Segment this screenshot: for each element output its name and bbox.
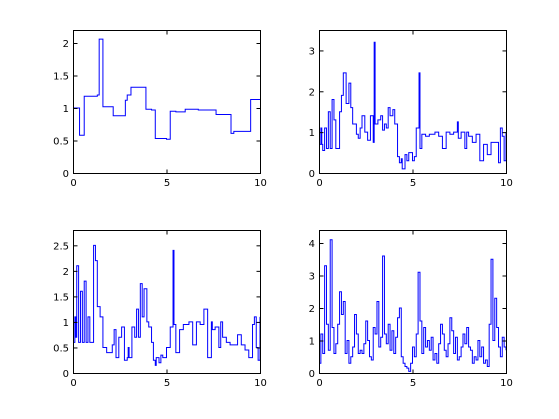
y-tick-label: 1.5 [53, 72, 69, 83]
series-line [73, 38, 260, 140]
x-tick-label: 10 [254, 178, 267, 189]
y-tick-label: 2 [63, 267, 69, 278]
y-tick-label: 1 [63, 104, 69, 115]
x-tick-label: 0 [70, 178, 76, 189]
y-tick-label: 2 [309, 87, 315, 98]
y-tick-label: 3 [309, 272, 315, 283]
series-line [73, 244, 260, 366]
y-tick-label: 3 [309, 46, 315, 57]
x-tick-label: 0 [316, 178, 322, 189]
y-tick-label: 0 [63, 169, 69, 180]
axes-box [73, 30, 261, 174]
y-tick-label: 2 [309, 304, 315, 315]
x-tick-label: 10 [500, 378, 513, 389]
y-tick-label: 1.5 [53, 292, 69, 303]
y-tick-label: 1 [63, 318, 69, 329]
subplot-4: 0 5 10 0 1 2 3 4 [309, 230, 513, 389]
y-tick-label: 1 [309, 337, 315, 348]
x-tick-label: 5 [164, 178, 170, 189]
x-tick-label: 5 [410, 178, 416, 189]
y-tick-label: 2.5 [53, 241, 69, 252]
y-tick-label: 0 [309, 169, 315, 180]
axes-box [319, 30, 507, 174]
y-tick-label: 4 [309, 239, 315, 250]
x-tick-label: 10 [500, 178, 513, 189]
series-line [319, 239, 506, 372]
x-tick-label: 5 [164, 378, 170, 389]
y-tick-label: 2 [63, 39, 69, 50]
y-tick-label: 1 [309, 128, 315, 139]
x-tick-label: 10 [254, 378, 267, 389]
series-line [319, 41, 506, 170]
subplot-1: 0 5 10 0 0.5 1 1.5 2 [53, 30, 267, 189]
subplot-3: 0 5 10 0 0.5 1 1.5 2 2.5 [53, 230, 267, 389]
x-tick-label: 0 [316, 378, 322, 389]
y-tick-label: 0.5 [53, 137, 69, 148]
subplot-2: 0 5 10 0 1 2 3 [309, 30, 513, 189]
y-tick-label: 0 [63, 369, 69, 380]
y-tick-label: 0.5 [53, 343, 69, 354]
x-tick-label: 5 [410, 378, 416, 389]
y-tick-label: 0 [309, 369, 315, 380]
x-tick-label: 0 [70, 378, 76, 389]
